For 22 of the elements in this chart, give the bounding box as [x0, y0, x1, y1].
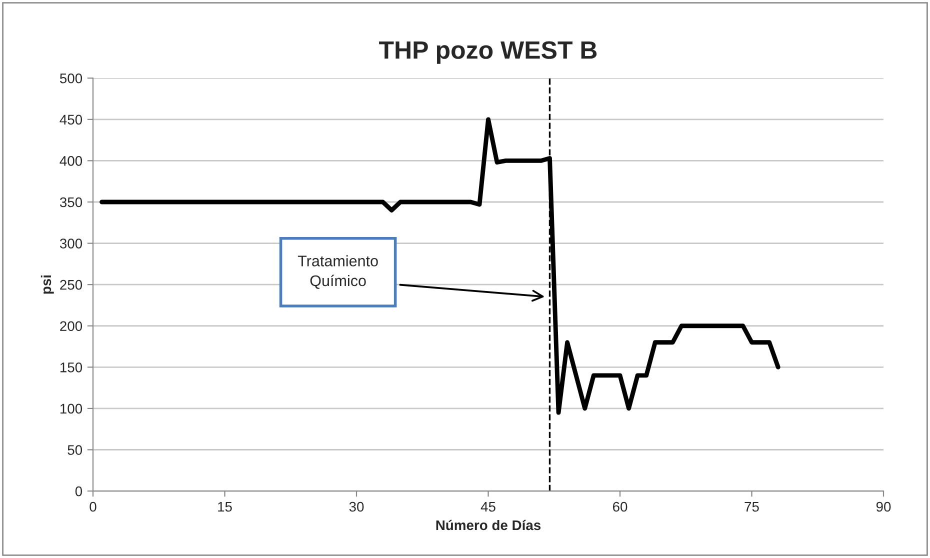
y-tick-label: 150: [60, 362, 82, 372]
y-tick-label: 100: [60, 404, 82, 414]
chart-title: THP pozo WEST B: [379, 41, 597, 64]
x-tick-label: 75: [744, 502, 759, 512]
y-tick-label: 500: [60, 73, 82, 84]
x-tick-label: 0: [90, 502, 96, 512]
y-tick-label: 350: [60, 197, 82, 208]
x-axis-title: Número de Días: [436, 520, 541, 530]
x-tick-label: 90: [876, 502, 891, 512]
y-axis-title: psi: [40, 276, 54, 294]
x-tick-label: 60: [612, 502, 628, 512]
annotation: Tratamiento Químico: [298, 255, 378, 289]
y-tick-label: 0: [75, 486, 82, 496]
y-tick-label: 50: [68, 445, 82, 455]
x-tick-label: 30: [349, 502, 364, 512]
y-tick-label: 450: [60, 114, 82, 125]
y-tick-label: 400: [60, 156, 82, 166]
y-tick-label: 300: [60, 238, 82, 248]
y-tick-label: 200: [60, 321, 82, 332]
y-tick-label: 250: [60, 280, 82, 290]
x-tick-label: 15: [218, 502, 232, 512]
x-tick-label: 45: [480, 502, 496, 512]
